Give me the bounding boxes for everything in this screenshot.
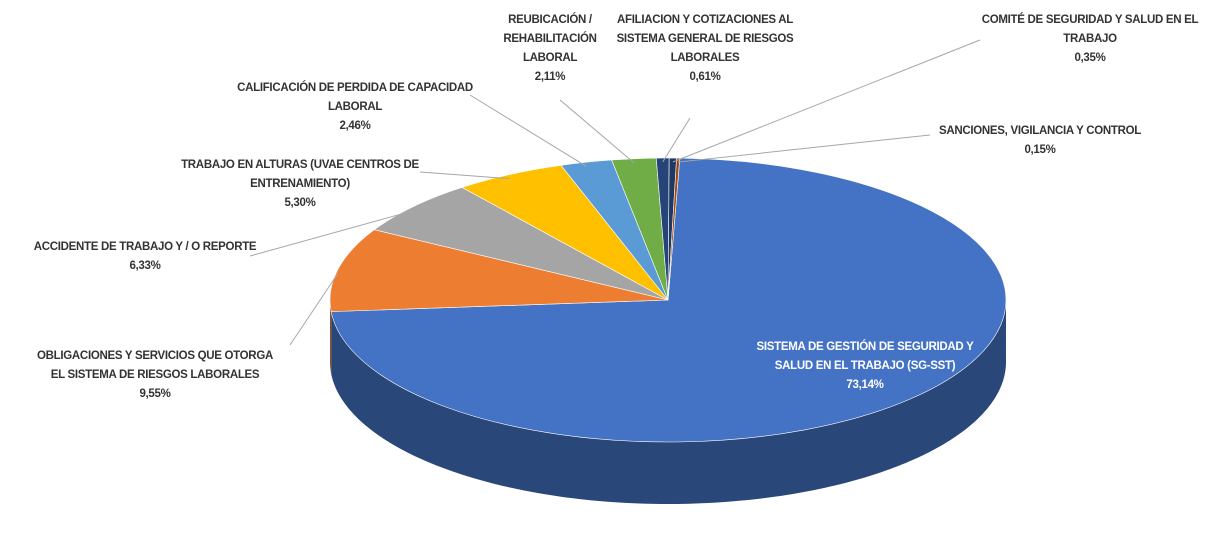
category-name: SANCIONES, VIGILANCIA Y CONTROL (939, 125, 1141, 137)
value-label: 0,35% (1074, 52, 1106, 64)
slice-label: REUBICACIÓN / REHABILITACIÓN LABORAL 2,11… (485, 11, 615, 87)
leader-line (662, 117, 691, 163)
value-label: 9,55% (139, 388, 171, 400)
value-label: 6,33% (129, 260, 161, 272)
slice-label: SISTEMA DE GESTIÓN DE SEGURIDAD Y SALUD … (750, 338, 980, 395)
value-label: 0,61% (689, 71, 721, 83)
category-name: SISTEMA DE GESTIÓN DE SEGURIDAD Y SALUD … (756, 341, 974, 372)
category-name: REUBICACIÓN / REHABILITACIÓN LABORAL (503, 14, 597, 64)
category-name: AFILIACION Y COTIZACIONES AL SISTEMA GEN… (616, 14, 794, 64)
category-name: OBLIGACIONES Y SERVICIOS QUE OTORGA EL S… (37, 350, 273, 381)
slice (667, 157, 681, 301)
value-label: 5,30% (284, 197, 316, 209)
value-label: 2,46% (339, 120, 371, 132)
slice-label: SANCIONES, VIGILANCIA Y CONTROL 0,15% (925, 122, 1155, 160)
leader-line (469, 94, 587, 167)
slice-side (330, 300, 332, 374)
slice-label: TRABAJO EN ALTURAS (UVAE CENTROS DE ENTR… (165, 156, 435, 213)
leader-line (249, 210, 414, 257)
category-name: ACCIDENTE DE TRABAJO Y / O REPORTE (33, 241, 257, 253)
leader-line (419, 171, 510, 180)
slice-label: COMITÉ DE SEGURIDAD Y SALUD EN EL TRABAJ… (975, 11, 1205, 68)
value-label: 2,11% (534, 71, 566, 83)
category-name: COMITÉ DE SEGURIDAD Y SALUD EN EL TRABAJ… (981, 14, 1199, 45)
slice-label: OBLIGACIONES Y SERVICIOS QUE OTORGA EL S… (30, 347, 280, 404)
slice (329, 229, 669, 312)
slice-side (331, 300, 1006, 504)
value-label: 0,15% (1024, 144, 1056, 156)
slice-label: CALIFICACIÓN DE PERDIDA DE CAPACIDAD LAB… (225, 79, 485, 136)
slice (330, 157, 1007, 443)
category-name: CALIFICACIÓN DE PERDIDA DE CAPACIDAD LAB… (237, 82, 473, 113)
slice (373, 187, 669, 301)
leader-line (672, 39, 981, 163)
leader-line (289, 273, 339, 346)
category-name: TRABAJO EN ALTURAS (UVAE CENTROS DE ENTR… (181, 159, 419, 190)
leader-line (559, 99, 635, 164)
slice-label: AFILIACION Y COTIZACIONES AL SISTEMA GEN… (610, 11, 800, 87)
leader-line (678, 134, 931, 163)
slice-label: ACCIDENTE DE TRABAJO Y / O REPORTE 6,33% (0, 238, 290, 276)
value-label: 73,14% (846, 379, 884, 391)
